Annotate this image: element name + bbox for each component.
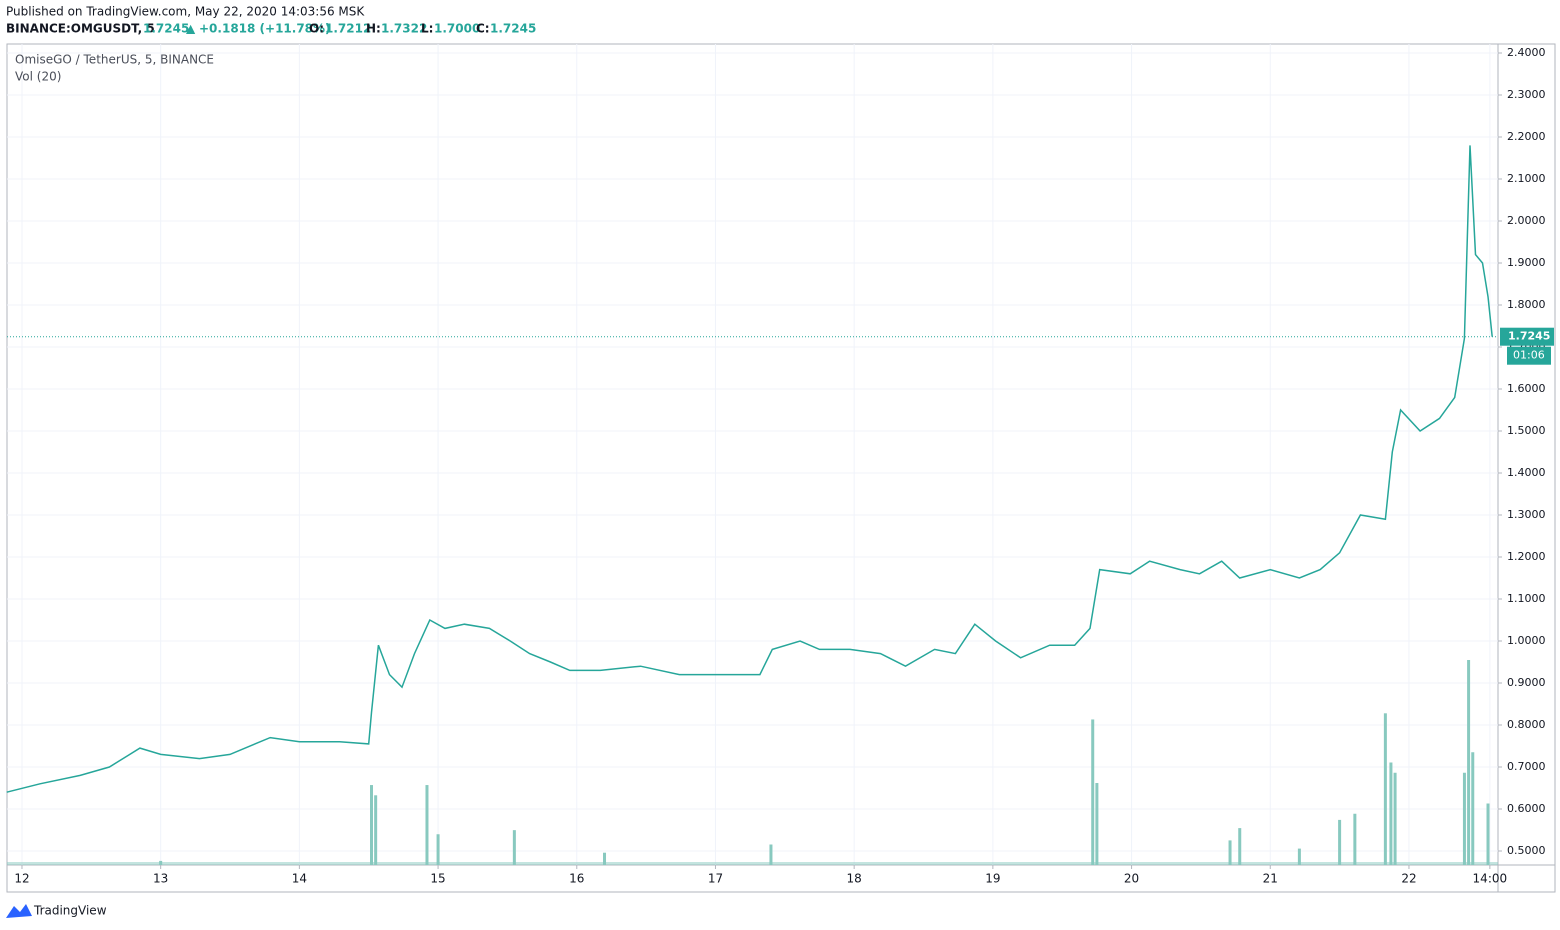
volume-bar <box>1095 783 1099 865</box>
last-price-box <box>1500 327 1554 346</box>
arrow: ▲ <box>186 22 196 36</box>
y-tick-label: 1.6000 <box>1507 382 1546 395</box>
volume-bar <box>1091 719 1095 865</box>
volume-bar <box>159 860 163 865</box>
volume-bar <box>1471 752 1475 865</box>
y-tick-label: 2.0000 <box>1507 214 1546 227</box>
volume-bar <box>603 852 607 865</box>
x-tick-label: 21 <box>1263 872 1278 886</box>
volume-bar <box>1393 772 1397 865</box>
price-line <box>6 145 1493 793</box>
logo: TradingView <box>6 904 107 918</box>
y-tick-label: 0.7000 <box>1507 760 1546 773</box>
y-tick-label: 0.5000 <box>1507 844 1546 857</box>
x-tick-label: 22 <box>1401 872 1416 886</box>
price: 1.7245 <box>143 22 189 36</box>
h-value: 1.7322 <box>381 22 427 36</box>
y-tick-label: 0.6000 <box>1507 802 1546 815</box>
volume-bar <box>369 785 373 865</box>
x-tick-label: 20 <box>1124 872 1139 886</box>
y-tick-label: 2.1000 <box>1507 172 1546 185</box>
y-tick-label: 1.1000 <box>1507 592 1546 605</box>
y-tick-label: 1.5000 <box>1507 424 1546 437</box>
volume-bar <box>1486 803 1490 865</box>
y-tick-label: 1.4000 <box>1507 466 1546 479</box>
o-value: 1.7212 <box>325 22 371 36</box>
h-label: H: <box>366 22 381 36</box>
x-tick-label: 15 <box>430 872 445 886</box>
volume-bar <box>1228 840 1232 865</box>
volume-bar <box>436 834 440 865</box>
volume-bar <box>1238 828 1242 865</box>
countdown-box <box>1507 346 1551 365</box>
volume-bar <box>1353 813 1357 865</box>
x-tick-label: 19 <box>985 872 1000 886</box>
brand: TradingView <box>33 904 107 918</box>
x-tick-label: 14 <box>292 872 307 886</box>
y-tick-label: 2.2000 <box>1507 130 1546 143</box>
x-tick-label: 16 <box>569 872 584 886</box>
legend-title: OmiseGO / TetherUS, 5, BINANCE <box>15 53 214 67</box>
y-tick-label: 1.3000 <box>1507 508 1546 521</box>
x-tick-label: 14:00 <box>1473 872 1508 886</box>
volume-title: Vol (20) <box>15 70 61 84</box>
volume-bar <box>1467 660 1471 865</box>
y-tick-label: 0.8000 <box>1507 718 1546 731</box>
x-tick-label: 13 <box>153 872 168 886</box>
y-tick-label: 1.0000 <box>1507 634 1546 647</box>
o-label: O: <box>309 22 324 36</box>
published: Published on TradingView.com, May 22, 20… <box>6 5 365 19</box>
volume-baseline <box>7 862 1498 865</box>
y-tick-label: 1.9000 <box>1507 256 1546 269</box>
volume-bar <box>374 795 378 865</box>
y-tick-label: 1.2000 <box>1507 550 1546 563</box>
x-tick-label: 12 <box>14 872 29 886</box>
l-label: L: <box>421 22 433 36</box>
x-tick-label: 18 <box>847 872 862 886</box>
y-tick-label: 0.9000 <box>1507 676 1546 689</box>
countdown: 01:06 <box>1513 349 1545 362</box>
last-price-label: 1.7245 <box>1508 330 1550 343</box>
volume-bar <box>1389 762 1393 865</box>
volume-bar <box>1338 819 1342 865</box>
volume-bar <box>1297 848 1301 865</box>
y-tick-label: 2.3000 <box>1507 88 1546 101</box>
volume-bar <box>1383 713 1387 865</box>
y-tick-label: 1.8000 <box>1507 298 1546 311</box>
ohlc-line: BINANCE:OMGUSDT, 5 1.7245 ▲ +0.1818 (+11… <box>6 22 536 36</box>
frame <box>6 43 1556 893</box>
c-label: C: <box>476 22 490 36</box>
c-value: 1.7245 <box>490 22 536 36</box>
logo-icon <box>6 904 32 918</box>
volume-bar <box>425 785 429 865</box>
x-tick-label: 17 <box>708 872 723 886</box>
l-value: 1.7000 <box>434 22 480 36</box>
volume-bar <box>769 844 773 865</box>
symbol: BINANCE:OMGUSDT, 5 <box>6 22 155 36</box>
change: +0.1818 (+11.78%) <box>199 22 331 36</box>
y-tick-label: 2.4000 <box>1507 46 1546 59</box>
volume-bar <box>512 830 516 865</box>
volume-bar <box>1462 772 1466 865</box>
plot <box>6 44 1498 865</box>
